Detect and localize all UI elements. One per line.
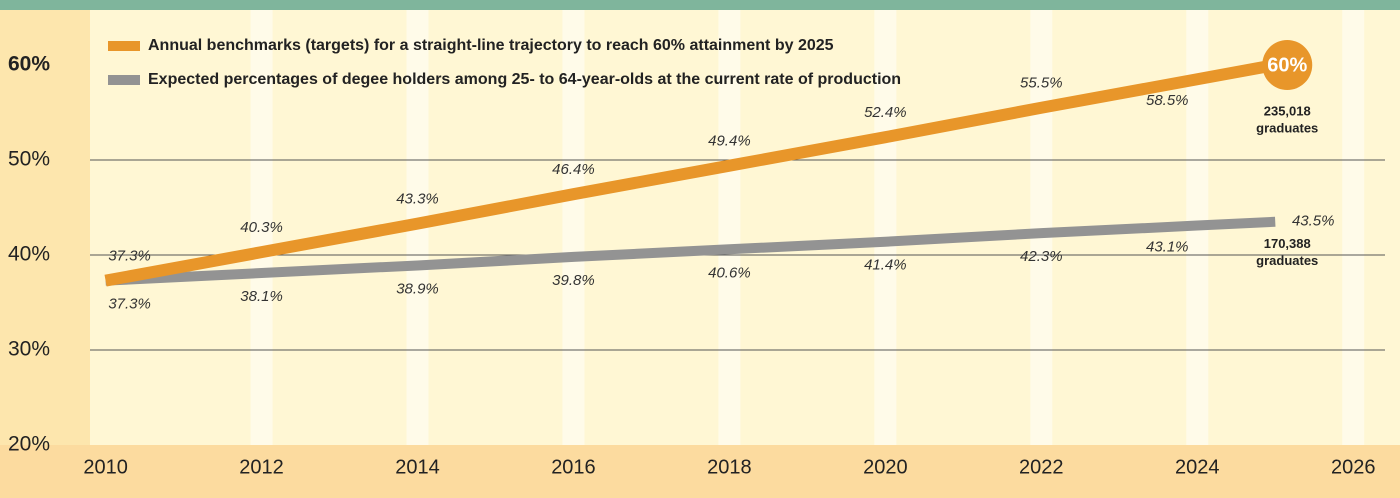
legend-swatch (108, 41, 140, 51)
annotation-number: 170,388 (1264, 236, 1311, 251)
y-tick-label: 40% (8, 243, 50, 266)
x-tick-label: 2018 (707, 456, 752, 478)
legend-swatch (108, 75, 140, 85)
x-stripe (874, 10, 897, 445)
y-axis-band (0, 0, 90, 498)
value-label: 52.4% (864, 104, 907, 121)
series-line (105, 216, 1276, 286)
x-stripe (562, 10, 585, 445)
annotation-number: 235,018 (1264, 103, 1311, 118)
y-tick-label: 50% (8, 148, 50, 171)
legend-label: Expected percentages of degee holders am… (148, 71, 901, 88)
x-tick-label: 2010 (83, 456, 128, 478)
y-tick-label: 30% (8, 338, 50, 361)
x-tick-label: 2016 (551, 456, 596, 478)
x-stripe (718, 10, 741, 445)
value-label: 37.3% (108, 248, 151, 265)
series-line (104, 59, 1277, 287)
value-label: 37.3% (108, 296, 151, 313)
value-label: 38.9% (396, 280, 439, 297)
x-tick-label: 2024 (1175, 456, 1220, 478)
y-tick-label: 60% (8, 53, 50, 76)
x-tick-label: 2012 (239, 456, 284, 478)
x-stripe (1030, 10, 1053, 445)
value-label: 40.6% (708, 264, 751, 281)
value-label: 43.1% (1146, 239, 1189, 256)
legend-label: Annual benchmarks (targets) for a straig… (148, 37, 834, 54)
value-label: 46.4% (552, 161, 595, 178)
x-axis-band (0, 445, 1400, 498)
value-label: 40.3% (240, 219, 283, 236)
x-tick-label: 2014 (395, 456, 440, 478)
value-label: 60% (1267, 54, 1307, 76)
x-tick-label: 2022 (1019, 456, 1064, 478)
value-label: 42.3% (1020, 248, 1063, 265)
value-label: 39.8% (552, 272, 595, 289)
x-tick-label: 2020 (863, 456, 908, 478)
top-band (0, 0, 1400, 10)
annotation-text: graduates (1256, 253, 1318, 268)
value-label: 49.4% (708, 133, 751, 150)
y-tick-label: 20% (8, 433, 50, 456)
value-label: 55.5% (1020, 75, 1063, 92)
end-marker (1262, 40, 1313, 90)
x-stripe (1342, 10, 1365, 445)
annotation-text: graduates (1256, 120, 1318, 135)
x-tick-label: 2026 (1331, 456, 1376, 478)
value-label: 43.3% (396, 191, 439, 208)
value-label: 38.1% (240, 288, 283, 305)
x-stripe (250, 10, 273, 445)
value-label: 43.5% (1292, 213, 1335, 230)
value-label: 58.5% (1146, 92, 1189, 109)
value-label: 41.4% (864, 257, 907, 274)
